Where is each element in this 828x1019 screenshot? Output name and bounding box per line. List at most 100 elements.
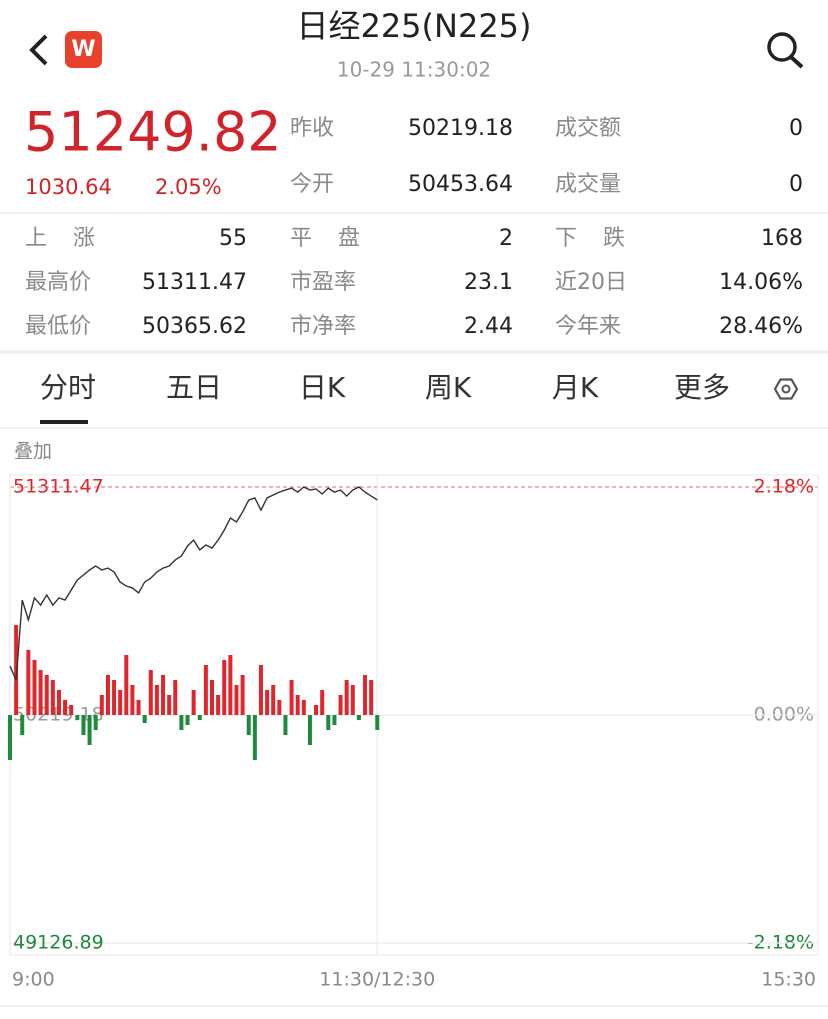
stat-label: 市净率 — [290, 314, 356, 339]
y-tick-label: 49126.89 — [13, 932, 104, 954]
volume-bar — [301, 700, 306, 715]
search-button[interactable] — [767, 32, 804, 69]
tab[interactable]: 更多 — [674, 371, 730, 404]
volume-bar — [81, 715, 86, 735]
tab[interactable]: 分时 — [40, 371, 96, 404]
stat-label: 近20日 — [555, 270, 627, 295]
volume-bar — [246, 715, 251, 735]
volume-bar — [283, 715, 288, 735]
app-logo[interactable] — [65, 31, 102, 68]
stat-label: 成交额 — [555, 116, 621, 141]
x-tick-label: 9:00 — [12, 969, 55, 991]
search-icon — [789, 55, 804, 69]
volume-bar — [185, 715, 190, 725]
back-button[interactable] — [29, 34, 48, 66]
volume-bar — [228, 655, 233, 715]
tab[interactable]: 日K — [299, 371, 346, 404]
tab-bar: 分时 五日 日K 周K 月K 更多 — [40, 371, 730, 404]
volume-bar — [38, 670, 43, 715]
volume-bar — [350, 685, 355, 715]
settings-icon — [773, 378, 799, 400]
volume-bar — [50, 680, 55, 715]
volume-bar — [124, 655, 129, 715]
volume-bar — [93, 715, 98, 730]
chart: 2.18%0.00%-2.18%51311.4750219.1849126.89… — [8, 475, 819, 991]
search-icon — [767, 32, 797, 62]
volume-bar — [26, 650, 31, 715]
volume-bar — [8, 715, 12, 760]
stat-value: 168 — [761, 226, 803, 251]
volume-bar — [344, 680, 349, 715]
settings-button[interactable] — [773, 378, 799, 400]
volume-bar — [179, 715, 184, 730]
stat-label: 市盈率 — [290, 270, 356, 295]
stat-value: 14.06% — [719, 270, 803, 295]
divider — [0, 350, 828, 354]
volume-bar — [356, 715, 361, 720]
price-change-pct: 2.05% — [155, 175, 222, 199]
stat-label: 上涨 — [25, 226, 95, 251]
stat-value: 50453.64 — [408, 172, 513, 197]
volume-bar — [130, 685, 135, 715]
stat-value: 0 — [789, 172, 803, 197]
volume-bar — [118, 690, 123, 715]
volume-bar — [136, 700, 141, 715]
stat-label: 今年来 — [555, 314, 621, 339]
stat-label: 最低价 — [25, 314, 91, 339]
settings-icon — [781, 384, 791, 394]
volume-bar — [210, 680, 214, 715]
volume-bar — [63, 700, 68, 715]
stat-label: 平盘 — [290, 226, 360, 251]
x-tick-label: 15:30 — [761, 969, 816, 991]
price-line — [9, 486, 378, 681]
volume-bar — [99, 695, 104, 715]
volume-bar — [148, 670, 153, 715]
volume-bar — [277, 700, 282, 715]
volume-bar — [314, 705, 319, 715]
tab-indicator — [40, 420, 88, 424]
volume-bar — [20, 715, 25, 735]
stat-label: 今开 — [290, 172, 334, 197]
volume-bar — [240, 675, 245, 715]
stat-label: 最高价 — [25, 270, 91, 295]
volume-bar — [191, 690, 196, 715]
volume-bar — [197, 715, 202, 720]
stat-value: 28.46% — [719, 314, 803, 339]
volume-bar — [154, 685, 159, 715]
volume-bar — [14, 625, 19, 715]
stat-value: 50219.18 — [408, 116, 513, 141]
app-logo-text: W — [71, 37, 95, 62]
volume-bar — [203, 665, 208, 715]
stat-value: 2 — [499, 226, 513, 251]
stat-value: 0 — [789, 116, 803, 141]
x-tick-label: 11:30/12:30 — [319, 969, 435, 991]
volume-bar — [338, 695, 343, 715]
overlay-button[interactable]: 叠加 — [14, 441, 52, 463]
volume-bar — [332, 715, 337, 725]
volume-bar — [142, 715, 147, 723]
volume-bar — [161, 675, 166, 715]
stat-label: 昨收 — [290, 116, 334, 141]
tab[interactable]: 周K — [425, 371, 472, 404]
volume-bar — [105, 675, 110, 715]
volume-bar — [222, 660, 227, 715]
volume-bar — [216, 695, 221, 715]
last-price: 51249.82 — [24, 101, 282, 164]
tab[interactable]: 五日 — [166, 371, 222, 404]
volume-bar — [258, 665, 263, 715]
stat-value: 51311.47 — [142, 270, 247, 295]
tab[interactable]: 月K — [552, 371, 599, 404]
volume-bar — [307, 715, 312, 745]
y-tick-label: 51311.47 — [13, 476, 104, 498]
volume-bar — [87, 715, 92, 745]
volume-bar — [375, 715, 380, 730]
volume-bar — [69, 705, 74, 715]
volume-bar — [295, 695, 300, 715]
stat-value: 50365.62 — [142, 314, 247, 339]
stat-value: 2.44 — [464, 314, 513, 339]
stat-value: 55 — [219, 226, 247, 251]
timestamp: 10-29 11:30:02 — [337, 58, 491, 82]
volume-bar — [112, 680, 117, 715]
stat-value: 23.1 — [464, 270, 513, 295]
